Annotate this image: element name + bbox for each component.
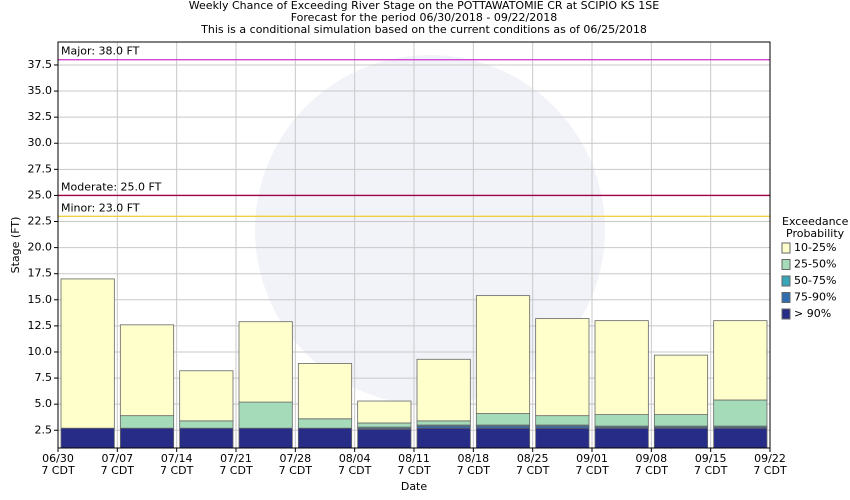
band — [713, 399, 768, 427]
legend-swatch — [781, 292, 791, 303]
y-tick-label: 12.5 — [28, 319, 53, 332]
x-tick-label: 09/08 — [635, 452, 667, 465]
band — [713, 427, 768, 449]
x-tick-label: 7 CDT — [160, 464, 194, 477]
band — [653, 414, 709, 427]
y-tick-label: 27.5 — [28, 162, 53, 175]
x-tick-label: 08/18 — [457, 452, 489, 465]
x-tick-label: 09/01 — [576, 452, 608, 465]
band — [416, 427, 471, 449]
x-tick-label: 06/30 — [42, 452, 74, 465]
x-tick-label: 7 CDT — [41, 464, 75, 477]
x-tick-label: 08/11 — [398, 452, 430, 465]
legend-label: 25-50% — [794, 258, 836, 271]
y-tick-label: 37.5 — [28, 58, 53, 71]
y-tick-label: 10.0 — [28, 345, 53, 358]
x-tick-label: 07/28 — [279, 452, 311, 465]
band — [653, 354, 709, 416]
legend-label: 50-75% — [794, 274, 836, 287]
y-tick-label: 30.0 — [28, 136, 53, 149]
legend-swatch — [781, 275, 791, 287]
band — [119, 324, 175, 417]
x-axis-label: Date — [401, 480, 428, 493]
legend-title: Probability — [786, 227, 845, 240]
band — [238, 401, 293, 429]
y-tick-label: 15.0 — [28, 293, 53, 306]
band — [357, 422, 412, 428]
band — [594, 320, 649, 416]
band — [416, 420, 471, 426]
band — [594, 414, 649, 427]
x-tick-label: 09/22 — [754, 452, 786, 465]
y-tick-label: 17.5 — [28, 267, 53, 280]
legend-swatch — [781, 259, 791, 270]
y-axis-label: Stage (FT) — [9, 217, 22, 274]
x-tick-label: 7 CDT — [694, 464, 728, 477]
plot-frame — [57, 41, 771, 449]
band — [535, 318, 590, 417]
band — [475, 295, 531, 414]
y-tick-label: 7.5 — [35, 371, 53, 384]
band — [357, 428, 412, 449]
chart-subtitle: This is a conditional simulation based o… — [200, 23, 647, 36]
x-tick-label: 09/15 — [695, 452, 727, 465]
x-tick-label: 08/04 — [339, 452, 371, 465]
y-tick-label: 25.0 — [28, 188, 53, 201]
x-tick-label: 7 CDT — [753, 464, 787, 477]
x-tick-label: 7 CDT — [397, 464, 431, 477]
y-tick-label: 5.0 — [35, 397, 53, 410]
y-tick-label: 20.0 — [28, 241, 53, 254]
x-tick-label: 07/21 — [220, 452, 252, 465]
legend-title: Exceedance — [782, 215, 849, 228]
band — [238, 427, 293, 449]
band — [60, 427, 115, 449]
band — [475, 413, 531, 426]
threshold-label: Moderate: 25.0 FT — [61, 180, 162, 193]
band — [297, 418, 353, 429]
band — [594, 427, 649, 449]
legend-label: 75-90% — [794, 291, 836, 304]
band — [179, 420, 234, 429]
band — [416, 358, 471, 422]
band — [179, 427, 234, 449]
band — [713, 320, 768, 401]
legend-swatch — [781, 308, 791, 320]
band — [119, 415, 175, 429]
band — [297, 427, 353, 449]
band — [535, 415, 590, 426]
x-tick-label: 7 CDT — [219, 464, 253, 477]
band — [179, 370, 234, 422]
x-tick-label: 7 CDT — [575, 464, 609, 477]
band — [357, 400, 412, 424]
legend-swatch — [781, 242, 791, 254]
y-tick-label: 22.5 — [28, 215, 53, 228]
chart-title: Weekly Chance of Exceeding River Stage o… — [189, 0, 659, 12]
x-tick-label: 07/07 — [101, 452, 133, 465]
band — [297, 363, 353, 420]
x-tick-label: 7 CDT — [338, 464, 372, 477]
y-tick-label: 2.5 — [35, 423, 53, 436]
band — [653, 427, 709, 449]
threshold-label: Major: 38.0 FT — [61, 45, 140, 58]
x-tick-label: 7 CDT — [457, 464, 491, 477]
band — [238, 321, 293, 403]
x-tick-label: 08/25 — [517, 452, 549, 465]
x-tick-label: 7 CDT — [101, 464, 135, 477]
band — [475, 427, 531, 449]
y-tick-label: 32.5 — [28, 110, 53, 123]
y-tick-label: 35.0 — [28, 84, 53, 97]
x-tick-label: 7 CDT — [635, 464, 669, 477]
band — [60, 278, 115, 429]
legend-label: 10-25% — [794, 241, 836, 254]
chart-subtitle: Forecast for the period 06/30/2018 - 09/… — [291, 11, 558, 24]
x-tick-label: 7 CDT — [516, 464, 550, 477]
threshold-label: Minor: 23.0 FT — [61, 201, 140, 214]
x-tick-label: 07/14 — [161, 452, 193, 465]
x-tick-label: 7 CDT — [279, 464, 313, 477]
band — [535, 427, 590, 449]
band — [119, 427, 175, 449]
legend-label: > 90% — [794, 307, 831, 320]
